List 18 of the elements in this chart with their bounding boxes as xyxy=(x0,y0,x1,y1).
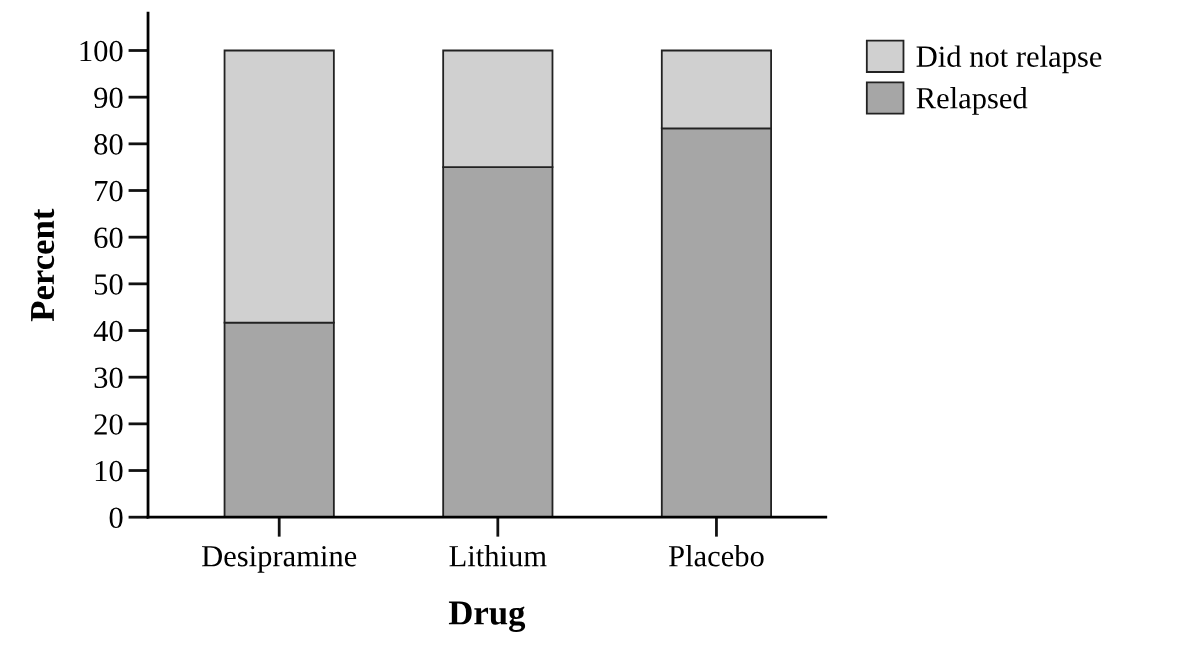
x-tick-label: Lithium xyxy=(449,544,547,567)
x-tick-label: Placebo xyxy=(668,544,764,567)
y-tick-label: 0 xyxy=(109,507,123,529)
y-tick-label: 80 xyxy=(94,134,123,155)
y-tick-label: 30 xyxy=(94,367,123,389)
y-tick-label: 50 xyxy=(94,274,123,295)
x-axis-title: Drug xyxy=(448,601,526,632)
y-tick-label: 10 xyxy=(95,460,123,482)
y-tick-label: 60 xyxy=(94,227,123,249)
x-tick-label: Desipramine xyxy=(202,545,357,573)
legend-label: Relapsed xyxy=(916,87,1028,115)
y-axis-title: Percent xyxy=(31,208,55,322)
y-tick-label: 90 xyxy=(94,87,123,109)
y-tick-label: 100 xyxy=(80,40,123,62)
legend-label: Did not relapse xyxy=(916,45,1102,74)
y-tick-label: 40 xyxy=(93,320,123,342)
y-tick-label: 70 xyxy=(95,180,123,202)
y-tick-label: 20 xyxy=(94,414,123,435)
